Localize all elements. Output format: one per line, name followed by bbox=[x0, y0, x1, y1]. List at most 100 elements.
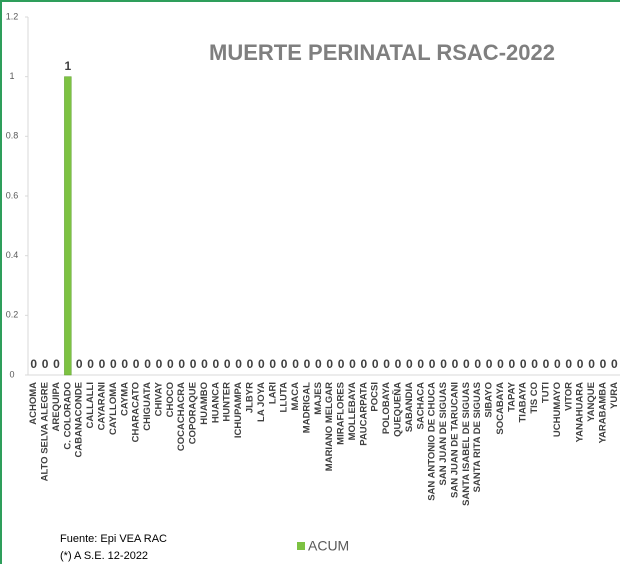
x-tick-label: POLOBAYA bbox=[381, 382, 392, 434]
x-tick-label: CAYARANI bbox=[97, 382, 108, 430]
data-label: 0 bbox=[201, 357, 208, 371]
x-tick-label: MARIANO MELGAR bbox=[324, 382, 335, 471]
data-label: 0 bbox=[315, 357, 322, 371]
data-label: 0 bbox=[247, 357, 254, 371]
data-label: 0 bbox=[372, 357, 379, 371]
data-label: 0 bbox=[338, 357, 345, 371]
data-label: 0 bbox=[497, 357, 504, 371]
x-tick-label: MOLLEBAYA bbox=[347, 382, 358, 441]
x-tick-label: VITOR bbox=[563, 382, 574, 411]
legend-label: ACUM bbox=[308, 538, 349, 554]
x-tick-label: SACHACA bbox=[415, 382, 426, 430]
x-tick-label: CAYLLOMA bbox=[108, 382, 119, 435]
x-tick-label: MAJES bbox=[313, 382, 324, 415]
x-tick-label: MACA bbox=[290, 382, 301, 411]
data-label: 0 bbox=[509, 357, 516, 371]
data-label: 0 bbox=[304, 357, 311, 371]
data-label: 0 bbox=[440, 357, 447, 371]
x-tick-label: COCACHACRA bbox=[176, 382, 187, 451]
x-tick-label: TIS CO bbox=[529, 382, 540, 414]
x-tick-label: CHARACATO bbox=[131, 382, 142, 442]
x-tick-label: SAN JUAN DE SIGUAS bbox=[438, 382, 449, 485]
x-tick-label: CHIVAY bbox=[153, 381, 164, 416]
y-tick-label: 0 bbox=[9, 369, 14, 379]
y-tick-label: 0.2 bbox=[6, 310, 19, 320]
x-tick-label: SANTA ISABEL DE SIGUAS bbox=[461, 382, 472, 506]
data-label: 0 bbox=[178, 357, 185, 371]
x-tick-label: CHIGUATA bbox=[142, 382, 153, 431]
x-tick-label: HUNTER bbox=[222, 382, 233, 422]
x-tick-label: TAPAY bbox=[506, 381, 517, 412]
y-tick-label: 0.8 bbox=[6, 131, 19, 141]
data-label: 0 bbox=[406, 357, 413, 371]
data-label: 0 bbox=[588, 357, 595, 371]
data-label: 0 bbox=[600, 357, 607, 371]
data-label: 0 bbox=[213, 357, 220, 371]
x-tick-label: CABANACONDE bbox=[74, 382, 85, 457]
data-label: 0 bbox=[190, 357, 197, 371]
data-label: 0 bbox=[42, 357, 49, 371]
x-tick-label: YURA bbox=[609, 382, 620, 409]
data-label: 0 bbox=[30, 357, 37, 371]
data-label: 0 bbox=[520, 357, 527, 371]
data-label: 0 bbox=[224, 357, 231, 371]
footnote: (*) A S.E. 12-2022 bbox=[60, 550, 148, 562]
x-tick-label: SANTA RITA DE SIGUAS bbox=[472, 382, 483, 492]
data-label: 0 bbox=[531, 357, 538, 371]
x-tick-label: YANQUE bbox=[586, 382, 597, 422]
data-label: 0 bbox=[133, 357, 140, 371]
data-label: 0 bbox=[99, 357, 106, 371]
x-tick-label: TIABAYA bbox=[518, 382, 529, 423]
data-label: 0 bbox=[144, 357, 151, 371]
x-tick-label: LARI bbox=[267, 382, 278, 404]
x-tick-label: ICHUPAMPA bbox=[233, 382, 244, 438]
x-tick-label: SAN JUAN DE TARUCANI bbox=[449, 382, 460, 498]
x-tick-label: LLUTA bbox=[279, 382, 290, 413]
x-tick-label: SAN ANTONIO DE CHUCA bbox=[427, 382, 438, 501]
y-tick-label: 1.2 bbox=[6, 11, 19, 21]
data-label: 0 bbox=[383, 357, 390, 371]
x-tick-label: POCSI bbox=[370, 382, 381, 412]
x-tick-label: HUANCA bbox=[210, 382, 221, 423]
x-tick-label: QUEQUEÑA bbox=[393, 382, 404, 437]
data-label: 0 bbox=[554, 357, 561, 371]
data-label: 0 bbox=[565, 357, 572, 371]
data-label: 0 bbox=[543, 357, 550, 371]
x-tick-label: SOCABAYA bbox=[495, 382, 506, 435]
x-tick-label: CHOCO bbox=[165, 382, 176, 417]
data-label: 0 bbox=[292, 357, 299, 371]
data-label: 0 bbox=[486, 357, 493, 371]
x-tick-label: ALTO SELVA ALEGRE bbox=[40, 382, 51, 481]
data-label: 0 bbox=[235, 357, 242, 371]
y-tick-label: 0.4 bbox=[6, 250, 19, 260]
x-tick-label: TUTI bbox=[541, 382, 552, 403]
x-tick-label: JLBYR bbox=[245, 382, 256, 413]
x-tick-label: CALLALLI bbox=[85, 382, 96, 428]
legend-swatch bbox=[297, 542, 305, 550]
data-label: 0 bbox=[121, 357, 128, 371]
x-tick-label: C. COLORADO bbox=[62, 382, 73, 450]
data-label: 0 bbox=[463, 357, 470, 371]
data-label: 0 bbox=[167, 357, 174, 371]
x-tick-label: YANAHUARA bbox=[575, 382, 586, 442]
x-tick-label: LA JOYA bbox=[256, 382, 267, 422]
data-label: 0 bbox=[452, 357, 459, 371]
x-tick-label: AREQUIPA bbox=[51, 382, 62, 432]
data-label: 0 bbox=[417, 357, 424, 371]
x-tick-label: MIRAFLORES bbox=[336, 382, 347, 445]
x-tick-label: SIBAYO bbox=[484, 382, 495, 418]
data-label: 0 bbox=[156, 357, 163, 371]
data-label: 0 bbox=[76, 357, 83, 371]
data-label: 0 bbox=[611, 357, 618, 371]
x-tick-label: PAUCARPATA bbox=[358, 382, 369, 446]
x-tick-label: SABANDIA bbox=[404, 382, 415, 432]
x-tick-label: COPORAQUE bbox=[188, 382, 199, 444]
data-label: 0 bbox=[361, 357, 368, 371]
x-tick-label: HUAMBO bbox=[199, 382, 210, 425]
x-tick-label: MADRIGAL bbox=[301, 382, 312, 433]
chart-title: MUERTE PERINATAL RSAC-2022 bbox=[209, 40, 555, 65]
data-label: 0 bbox=[577, 357, 584, 371]
x-tick-label: YARABAMBA bbox=[597, 382, 608, 444]
